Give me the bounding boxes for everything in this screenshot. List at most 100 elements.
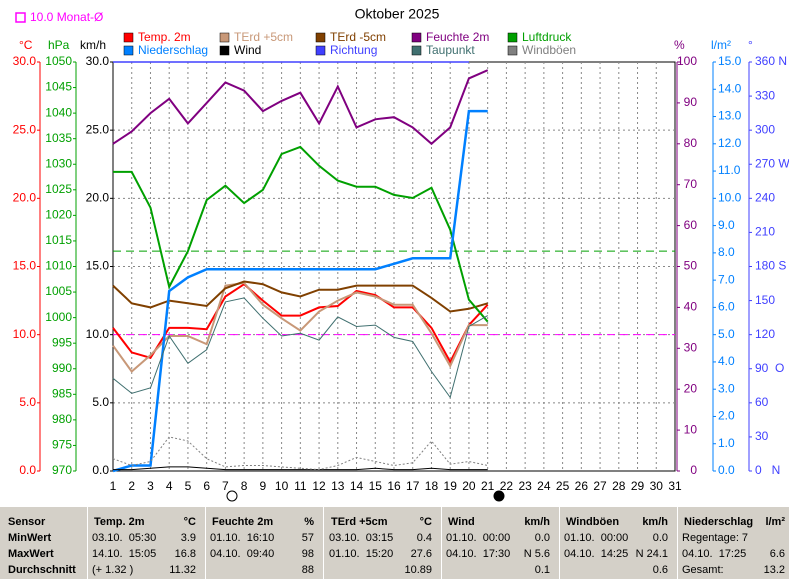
y-tick-label: 60: [684, 218, 698, 232]
y-tick-label: 270 W: [755, 156, 789, 170]
cell-value: 3.9: [180, 532, 196, 544]
y-tick-label: 15.0: [13, 259, 37, 273]
x-tick-label: 28: [612, 479, 626, 493]
y-tick-label: 9.0: [718, 218, 735, 232]
legend-swatch: [315, 45, 326, 56]
x-tick-label: 27: [593, 479, 607, 493]
header-name: Feuchte 2m: [212, 516, 274, 528]
y-tick-label: 7.0: [718, 272, 735, 286]
legend-swatch: [411, 45, 422, 56]
x-tick-label: 15: [369, 479, 383, 493]
column-separator: [559, 507, 560, 579]
cell-time: 03.10. 05:30: [92, 532, 157, 544]
y-tick-label: 100: [677, 54, 697, 68]
x-tick-label: 6: [203, 479, 210, 493]
y-tick-label: 150: [755, 293, 775, 307]
y-tick-label: 60: [755, 395, 769, 409]
y-tick-label: 985: [52, 386, 72, 400]
legend-swatch: [123, 45, 134, 56]
y-tick-label: 975: [52, 438, 72, 452]
y-tick-label: 300: [755, 122, 775, 136]
legend-label: Luftdruck: [522, 30, 572, 44]
legend-swatch: [507, 45, 518, 56]
series-line: [112, 297, 488, 399]
y-tick-label: 0.0: [19, 463, 36, 477]
x-tick-label: 4: [166, 479, 173, 493]
cell-value: 0.1: [534, 564, 550, 576]
y-tick-label: 4.0: [718, 354, 735, 368]
column-separator: [441, 507, 442, 579]
y-tick-label: 1040: [45, 105, 72, 119]
y-tick-label: 12.0: [718, 136, 742, 150]
y-tick-label: 3.0: [718, 381, 735, 395]
header-unit: °C: [183, 516, 196, 528]
y-tick-label: 11.0: [718, 163, 741, 177]
chart: Oktober 2025 1 2 3 4 5 6 7 8 9 10 11 12 13 14 15 16 17 18…: [13, 6, 789, 502]
y-tick-label: 1050: [45, 54, 72, 68]
cell-time: 04.10. 17:30: [446, 548, 511, 560]
header-name: Windböen: [566, 516, 620, 528]
y-tick-label: 20: [684, 381, 698, 395]
axis-title: °: [748, 38, 753, 52]
cell-value: 10.89: [404, 564, 432, 576]
new-moon-icon: [493, 490, 505, 502]
x-tick-label: 23: [518, 479, 532, 493]
y-tick-label: 13.0: [718, 109, 742, 123]
y-tick-label: 2.0: [718, 409, 735, 423]
full-moon-icon: [226, 490, 238, 502]
cell-value: 11.32: [169, 564, 196, 576]
header-name: TErd +5cm: [331, 516, 388, 528]
cell-value: 0.6: [652, 564, 668, 576]
y-tick-label: 10: [684, 422, 698, 436]
cell-value: 88: [301, 564, 314, 576]
cell-value: 13.2: [763, 564, 785, 576]
cell-time: 04.10. 09:40: [210, 548, 275, 560]
y-tick-label: 90 O: [755, 361, 784, 375]
x-tick-label: 29: [631, 479, 645, 493]
series-line: [112, 69, 489, 146]
y-tick-label: 20.0: [86, 191, 110, 205]
y-tick-label: 10.0: [13, 327, 37, 341]
x-tick-label: 25: [556, 479, 570, 493]
x-tick-label: 8: [241, 479, 248, 493]
y-tick-label: 25.0: [13, 122, 37, 136]
y-tick-label: 1015: [45, 233, 72, 247]
y-tick-label: 1010: [45, 259, 72, 273]
y-tick-label: 995: [52, 335, 72, 349]
series-line: [112, 109, 488, 473]
reference-legend-swatch: [15, 12, 26, 23]
legend-label: TErd +5cm: [234, 30, 293, 44]
x-tick-label: 31: [668, 479, 682, 493]
x-tick-label: 17: [406, 479, 420, 493]
y-tick-label: 1045: [45, 80, 72, 94]
cell-value: 27.6: [410, 548, 432, 560]
y-tick-label: 0: [690, 463, 697, 477]
legend-swatch: [123, 32, 134, 43]
header-name: Niederschlag: [684, 516, 754, 528]
y-tick-label: 30: [684, 340, 698, 354]
legend-swatch: [219, 45, 230, 56]
header-unit: %: [304, 516, 314, 528]
legend-label: Feuchte 2m: [426, 30, 489, 44]
x-tick-label: 3: [147, 479, 154, 493]
y-tick-label: 1025: [45, 182, 72, 196]
legend-label: Windböen: [522, 43, 576, 57]
reference-legend-label: 10.0 Monat-Ø: [30, 10, 103, 24]
y-tick-label: 30.0: [86, 54, 110, 68]
y-tick-label: 0 N: [755, 463, 780, 477]
series-line: [112, 436, 488, 471]
y-tick-label: 360 N: [755, 54, 787, 68]
series-line: [112, 281, 488, 373]
cell-time: 01.10. 00:00: [564, 532, 629, 544]
x-tick-label: 9: [260, 479, 267, 493]
row-label: MinWert: [8, 532, 52, 544]
row-label: MaxWert: [8, 548, 54, 560]
header-name: Sensor: [8, 516, 46, 528]
y-tick-label: 5.0: [92, 395, 109, 409]
series-line: [112, 280, 488, 313]
chart-title: Oktober 2025: [355, 6, 440, 22]
y-tick-label: 30.0: [13, 54, 37, 68]
legend-label: Richtung: [330, 43, 377, 57]
y-tick-label: 8.0: [718, 245, 735, 259]
y-tick-label: 20.0: [13, 191, 37, 205]
